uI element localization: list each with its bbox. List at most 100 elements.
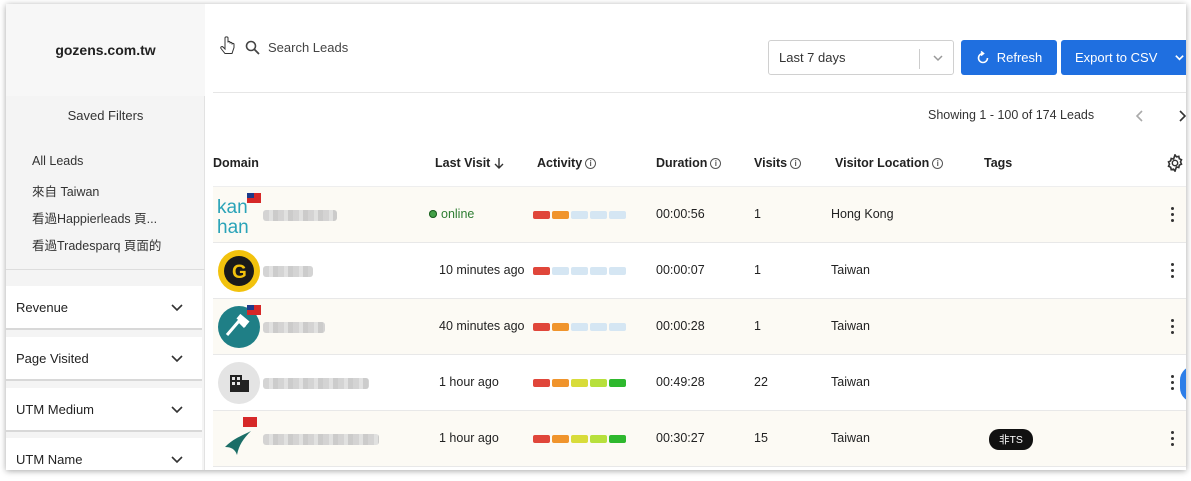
domain-name-redacted [263, 266, 313, 277]
search-input[interactable]: Search Leads [268, 39, 349, 55]
activity-segment [552, 379, 569, 387]
svg-text:kan: kan [217, 197, 248, 218]
domain-name-redacted [263, 378, 369, 389]
activity-segment [533, 323, 550, 331]
activity-bar [533, 435, 626, 443]
column-duration[interactable]: Duration i [656, 156, 722, 170]
chevron-right-icon[interactable] [1177, 110, 1186, 122]
column-visits[interactable]: Visits i [754, 156, 802, 170]
last-visit: online [429, 207, 474, 221]
table-row[interactable]: G 10 minutes ago 00:00:07 1 Taiwan [213, 243, 1186, 299]
chevron-down-icon [171, 304, 183, 312]
more-options-icon[interactable] [1171, 431, 1175, 446]
activity-segment [590, 379, 607, 387]
company-logo: G [218, 250, 260, 292]
column-domain[interactable]: Domain [213, 156, 259, 170]
divider [6, 269, 205, 270]
saved-filter-item[interactable]: 來自 Taiwan [32, 185, 100, 199]
activity-bar [533, 323, 626, 331]
table-row[interactable]: 40 minutes ago 00:00:28 1 Taiwan [213, 299, 1186, 355]
visits: 22 [754, 375, 768, 389]
column-label: Tags [984, 156, 1013, 170]
last-visit: 10 minutes ago [439, 263, 525, 277]
table-header: Domain Last Visit Activity i Duration i Vi… [213, 140, 1186, 187]
activity-segment [571, 323, 588, 331]
visits: 1 [754, 319, 761, 333]
chevron-down-icon [171, 406, 183, 414]
date-range-select[interactable]: Last 7 days [768, 40, 954, 75]
info-icon[interactable]: i [932, 157, 944, 169]
last-visit: 1 hour ago [439, 375, 499, 389]
table-row[interactable]: 1 hour ago 00:30:27 15 Taiwan 非TS [213, 411, 1186, 467]
activity-segment [552, 435, 569, 443]
column-visitor-location[interactable]: Visitor Location i [835, 156, 944, 170]
activity-segment [590, 267, 607, 275]
flag-icon [247, 305, 261, 315]
activity-segment [533, 379, 550, 387]
info-icon[interactable]: i [710, 157, 722, 169]
filter-utm-name[interactable]: UTM Name [6, 438, 202, 470]
activity-segment [533, 267, 550, 275]
activity-bar [533, 379, 626, 387]
pagination-text: Showing 1 - 100 of 174 Leads [928, 108, 1095, 122]
chevron-left-icon[interactable] [1135, 110, 1145, 122]
refresh-label: Refresh [996, 50, 1043, 65]
export-csv-button[interactable]: Export to CSV [1061, 40, 1186, 75]
date-range-value: Last 7 days [779, 50, 846, 65]
column-activity[interactable]: Activity i [537, 156, 597, 170]
visits: 1 [754, 207, 761, 221]
more-options-icon[interactable] [1171, 319, 1175, 334]
column-label: Activity [537, 156, 583, 170]
table-row[interactable]: 1 hour ago 00:49:28 22 Taiwan [213, 355, 1186, 411]
chevron-down-icon [933, 55, 943, 62]
activity-segment [571, 435, 588, 443]
chat-widget-button[interactable] [1180, 366, 1186, 402]
activity-segment [552, 323, 569, 331]
column-last-visit[interactable]: Last Visit [435, 156, 505, 170]
activity-bar [533, 267, 626, 275]
activity-segment [571, 211, 588, 219]
svg-text:G: G [232, 262, 247, 283]
more-options-icon[interactable] [1171, 263, 1175, 278]
gear-icon[interactable] [1166, 154, 1184, 172]
chevron-down-icon [171, 355, 183, 363]
column-label: Duration [656, 156, 708, 170]
column-tags[interactable]: Tags [984, 156, 1012, 170]
info-icon[interactable]: i [585, 157, 597, 169]
column-label: Visits [754, 156, 788, 170]
chevron-down-icon [171, 456, 183, 464]
column-label: Last Visit [435, 156, 491, 170]
filter-utm-medium[interactable]: UTM Medium [6, 388, 202, 432]
more-options-icon[interactable] [1171, 375, 1175, 390]
table-row[interactable]: kan han online 00:00:56 1 Hong Kong [213, 187, 1186, 243]
refresh-icon [977, 50, 989, 63]
more-options-icon[interactable] [1171, 207, 1175, 222]
sidebar: gozens.com.tw Saved Filters All Leads 來自… [6, 4, 205, 470]
last-visit: 40 minutes ago [439, 319, 525, 333]
visits: 15 [754, 431, 768, 445]
activity-segment [609, 435, 626, 443]
saved-filter-item[interactable]: 看過Tradesparq 頁面的 [32, 239, 162, 253]
domain-name-redacted [263, 434, 379, 445]
activity-segment [590, 435, 607, 443]
visitor-location: Taiwan [831, 319, 870, 333]
duration: 00:30:27 [656, 431, 705, 445]
filter-revenue[interactable]: Revenue [6, 286, 202, 330]
saved-filter-item[interactable]: 看過Happierleads 頁... [32, 212, 158, 226]
visitor-location: Taiwan [831, 263, 870, 277]
hand-cursor-icon [220, 36, 235, 54]
refresh-button[interactable]: Refresh [961, 40, 1057, 75]
search-bar[interactable]: Search Leads [219, 36, 348, 58]
tag-badge[interactable]: 非TS [989, 429, 1033, 450]
saved-filter-item[interactable]: All Leads [32, 154, 84, 168]
chevron-down-icon [1175, 55, 1185, 61]
visitor-location: Hong Kong [831, 207, 894, 221]
brand-domain: gozens.com.tw [6, 4, 205, 96]
info-icon[interactable]: i [790, 157, 802, 169]
domain-name-redacted [263, 210, 337, 221]
filter-page-visited[interactable]: Page Visited [6, 337, 202, 381]
activity-segment [571, 267, 588, 275]
activity-segment [552, 211, 569, 219]
arrow-down-icon [494, 158, 504, 169]
search-icon [245, 40, 260, 55]
